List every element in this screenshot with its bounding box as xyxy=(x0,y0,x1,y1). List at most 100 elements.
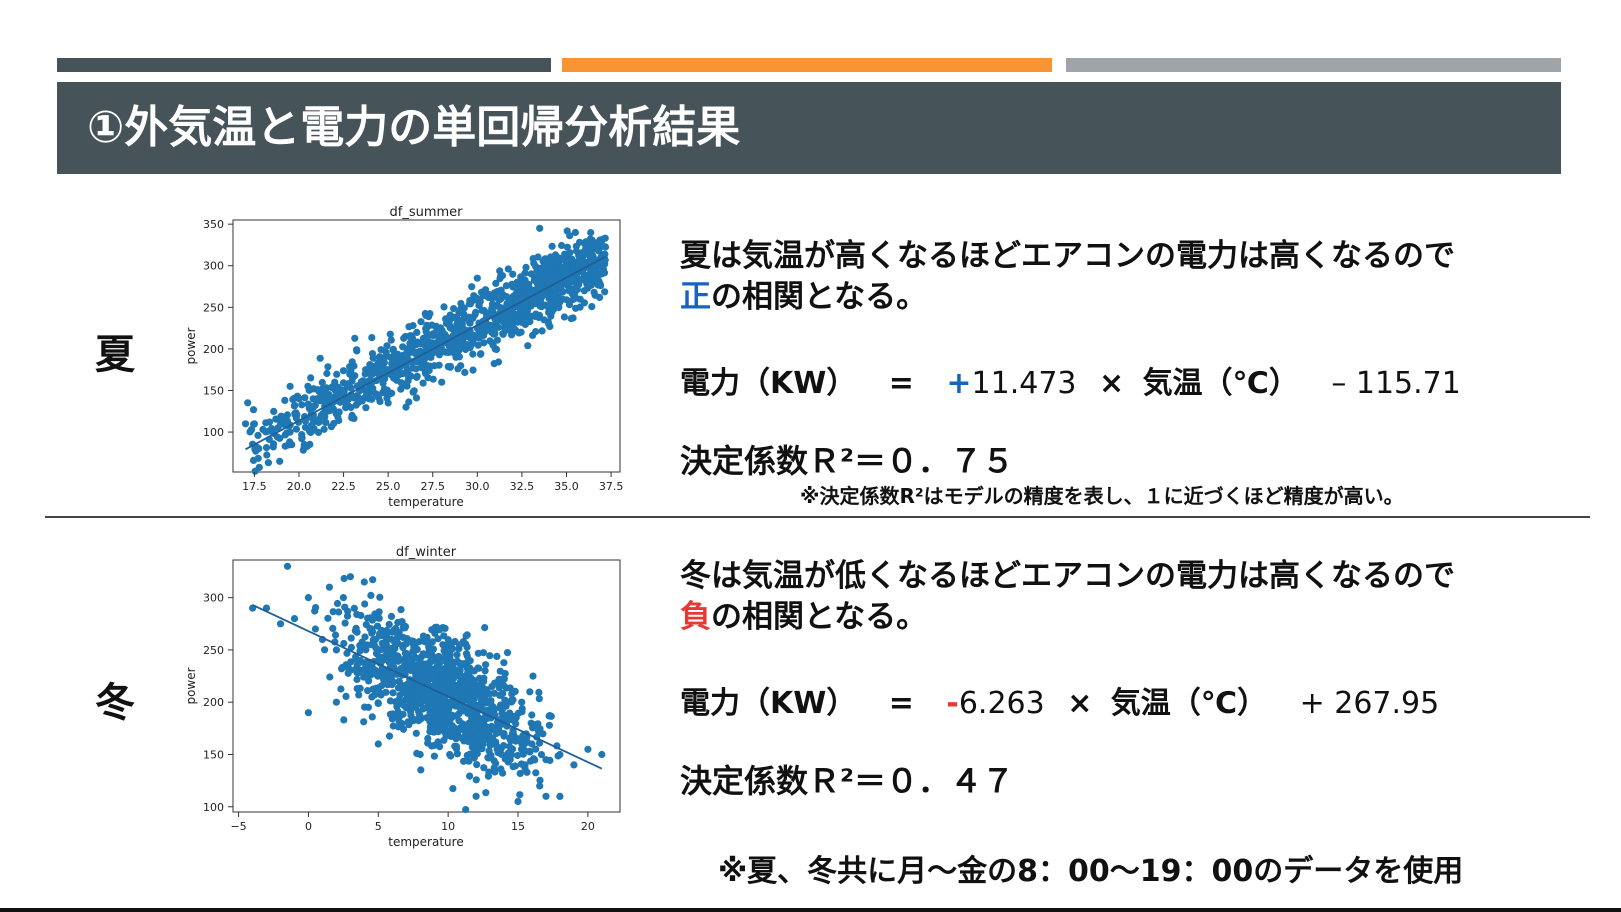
summer-point xyxy=(598,270,606,278)
winter-point xyxy=(490,724,498,732)
summer-xtick-label: 20.0 xyxy=(287,480,312,493)
summer-ytick-label: 300 xyxy=(203,260,224,273)
summer-point xyxy=(339,367,348,375)
summer-regression-line xyxy=(245,255,607,451)
bottom-border xyxy=(0,908,1621,912)
summer-point xyxy=(554,274,562,282)
winter-point xyxy=(440,686,448,694)
winter-point xyxy=(480,764,488,772)
summer-point xyxy=(576,238,584,246)
summer-point xyxy=(389,345,397,353)
summer-point xyxy=(545,320,553,328)
winter-x-label: temperature xyxy=(388,835,463,849)
summer-point xyxy=(301,417,309,425)
winter-point xyxy=(535,695,543,703)
winter-point xyxy=(528,711,536,719)
winter-xtick-label: 15 xyxy=(511,820,525,833)
summer-point xyxy=(572,285,580,293)
winter-point xyxy=(397,664,405,673)
winter-point xyxy=(462,806,470,814)
winter-point xyxy=(412,703,420,711)
winter-point xyxy=(482,789,490,797)
winter-eq-times: × xyxy=(1067,686,1093,721)
summer-point xyxy=(539,257,547,265)
summer-y-label: power xyxy=(184,327,198,364)
winter-point xyxy=(467,710,476,718)
summer-point xyxy=(568,275,576,283)
summer-point xyxy=(383,342,391,350)
summer-point xyxy=(475,333,483,341)
summer-point xyxy=(423,321,431,329)
winter-ytick-label: 300 xyxy=(203,592,224,605)
winter-scatter-chart: df_winter −5 0 5 10 15 20 100 150 200 250 300 tem… xyxy=(184,545,621,849)
winter-y-label: power xyxy=(184,667,198,704)
winter-point xyxy=(430,714,438,722)
summer-point xyxy=(548,300,556,308)
winter-point xyxy=(545,721,553,729)
summer-point xyxy=(546,266,554,274)
summer-point xyxy=(468,283,476,291)
summer-point xyxy=(580,299,588,307)
winter-point xyxy=(429,719,438,727)
summer-point xyxy=(412,348,421,356)
winter-point xyxy=(447,701,455,709)
summer-point xyxy=(504,265,512,273)
summer-point xyxy=(333,370,341,378)
summer-point xyxy=(290,402,298,410)
summer-point xyxy=(475,301,483,310)
winter-point xyxy=(395,677,403,685)
winter-point xyxy=(478,717,486,725)
winter-point xyxy=(329,624,337,632)
winter-point xyxy=(518,698,526,706)
winter-point xyxy=(465,730,473,738)
summer-point xyxy=(330,419,338,428)
summer-point xyxy=(307,374,315,382)
summer-point xyxy=(352,401,360,409)
summer-point xyxy=(566,232,574,240)
winter-point xyxy=(516,769,524,778)
summer-eq-var: 気温（℃） xyxy=(1142,366,1299,401)
winter-point xyxy=(326,673,334,681)
summer-point xyxy=(351,334,359,342)
summer-point xyxy=(262,444,271,452)
summer-point xyxy=(571,228,579,237)
summer-point xyxy=(438,378,446,386)
winter-ytick-label: 100 xyxy=(203,801,224,814)
summer-point xyxy=(353,346,361,354)
summer-point xyxy=(506,296,514,304)
summer-point xyxy=(263,451,271,459)
section-divider xyxy=(45,516,1590,518)
summer-point xyxy=(377,346,385,354)
winter-point xyxy=(531,756,539,764)
winter-point xyxy=(332,646,340,654)
winter-point xyxy=(389,679,397,687)
winter-point xyxy=(516,791,524,799)
winter-point xyxy=(386,654,394,662)
summer-point xyxy=(572,304,580,312)
winter-point xyxy=(386,697,394,705)
header-bar-gray xyxy=(1066,58,1561,72)
winter-chart-title: df_winter xyxy=(396,545,457,560)
winter-point xyxy=(361,600,369,608)
winter-eq-equals: = xyxy=(888,686,914,721)
summer-point xyxy=(461,368,469,376)
winter-point xyxy=(499,769,507,777)
summer-point xyxy=(321,418,330,426)
footer-note: ※夏、冬共に月～金の8：00～19：00のデータを使用 xyxy=(718,854,1464,889)
winter-point xyxy=(419,650,427,658)
winter-point xyxy=(367,591,375,599)
winter-point xyxy=(385,732,394,740)
winter-point xyxy=(598,750,606,759)
winter-point xyxy=(486,652,494,660)
summer-point xyxy=(292,425,300,433)
summer-point xyxy=(447,341,455,349)
winter-point xyxy=(456,704,464,712)
winter-point xyxy=(425,714,433,722)
winter-point xyxy=(321,646,329,654)
winter-point xyxy=(374,740,382,748)
winter-point xyxy=(364,703,372,711)
winter-point xyxy=(361,633,369,641)
winter-eq-intercept: + 267.95 xyxy=(1299,686,1440,721)
summer-point xyxy=(310,425,318,433)
winter-eq-coef: 6.263 xyxy=(958,686,1045,721)
